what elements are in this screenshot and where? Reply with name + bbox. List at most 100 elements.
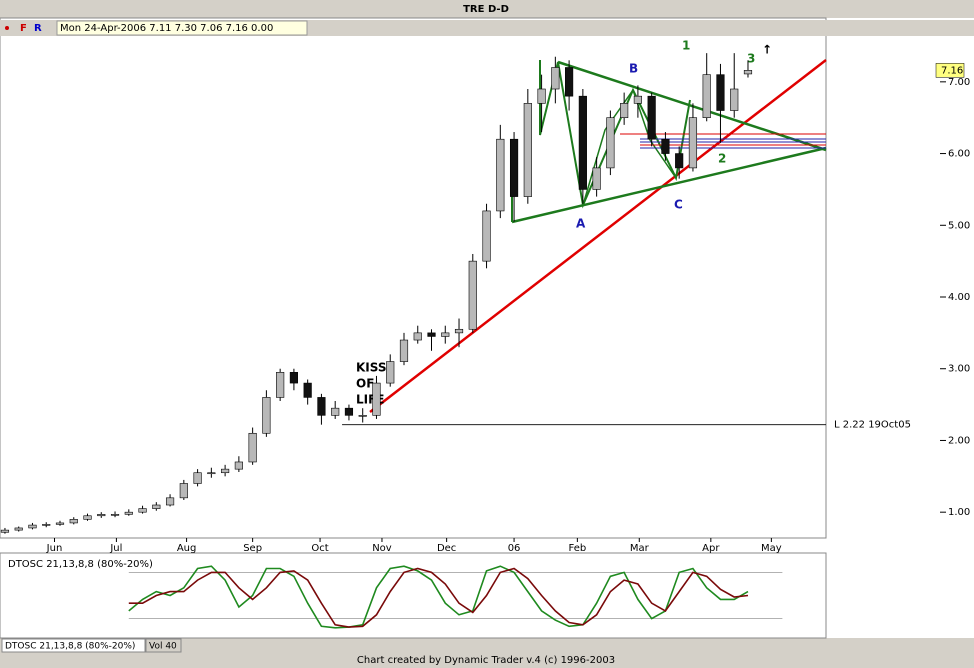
candle-body <box>743 70 753 75</box>
candle-body <box>276 372 285 398</box>
osc-frame <box>0 552 827 639</box>
annotation: ↑ <box>762 43 772 57</box>
quote-box <box>56 20 308 36</box>
x-tick-label: 06 <box>508 543 521 554</box>
last-price: 7.16 <box>941 65 963 76</box>
candle-body <box>83 515 92 520</box>
candle-body <box>523 103 532 197</box>
x-tick-label: Apr <box>702 543 720 554</box>
candle-body <box>468 260 477 330</box>
candle-body <box>578 95 587 190</box>
x-tick-label: Sep <box>243 543 262 554</box>
osc-title: DTOSC 21,13,8,8 (80%-20%) <box>8 559 153 570</box>
candle-body <box>165 497 175 506</box>
candle-body <box>509 138 519 197</box>
candle-body <box>97 514 106 517</box>
candle-body <box>482 210 491 262</box>
x-tick-label: Nov <box>372 543 392 554</box>
marker-f[interactable]: F <box>20 23 27 34</box>
annotation: 2 <box>718 152 726 166</box>
candle-body <box>207 472 216 475</box>
annotation: B <box>629 62 638 76</box>
x-tick-label: Jun <box>46 543 63 554</box>
candle-body <box>620 103 629 118</box>
tab-label[interactable]: Vol 40 <box>149 642 177 652</box>
candle-body <box>262 397 271 434</box>
candle-body <box>234 461 243 470</box>
annotation: KISS <box>356 361 387 375</box>
x-tick-label: Dec <box>437 543 456 554</box>
price-frame <box>0 17 827 539</box>
candle-body <box>138 508 147 513</box>
last-price-box <box>935 63 965 78</box>
candle-body <box>289 372 298 384</box>
candle-body <box>331 407 340 416</box>
y-tick-label: 5.00 <box>948 220 970 231</box>
candle-body <box>399 339 409 362</box>
footer: Chart created by Dynamic Trader v.4 (c) … <box>357 655 615 666</box>
candle-body <box>179 483 188 499</box>
y-tick-label: 6.00 <box>948 149 970 160</box>
candle-body <box>248 432 257 463</box>
candle-body <box>303 382 312 398</box>
candle-body <box>496 138 505 212</box>
candle-body <box>688 117 698 169</box>
x-tick-label: Feb <box>569 543 587 554</box>
annotation: A <box>576 217 586 231</box>
candle-body <box>730 88 739 111</box>
candle-body <box>716 74 725 111</box>
candle-body <box>565 67 574 97</box>
annotation: C <box>674 198 683 212</box>
candle-body <box>606 117 615 169</box>
annotation: 1 <box>682 39 690 53</box>
x-tick-label: Mar <box>630 543 650 554</box>
osc-line <box>128 565 749 629</box>
candle-body <box>28 524 37 529</box>
candle-body <box>702 74 711 118</box>
candle-body <box>537 88 546 104</box>
candle-body <box>372 382 381 416</box>
y-tick-label: 4.00 <box>948 292 970 303</box>
candle-body <box>42 524 51 526</box>
candle-body <box>317 397 326 416</box>
tab[interactable] <box>1 638 146 653</box>
candle-body <box>413 332 422 341</box>
candle-body <box>454 328 464 334</box>
dot <box>5 26 9 30</box>
candle-body <box>592 167 601 190</box>
candle-body <box>221 468 230 474</box>
chart-title: TRE D-D <box>463 4 509 15</box>
candle-body <box>124 511 133 515</box>
candle-body <box>661 138 670 154</box>
candle-body <box>441 332 450 337</box>
trend-line <box>369 59 827 413</box>
y-tick-label: 7.00 <box>948 77 970 88</box>
candle-body <box>551 67 560 90</box>
candle-body <box>55 522 65 525</box>
candle-body <box>14 527 23 531</box>
quote: Mon 24-Apr-2006 7.11 7.30 7.06 7.16 0.00 <box>60 23 273 34</box>
x-tick-label: Oct <box>311 543 328 554</box>
tab[interactable] <box>145 638 182 653</box>
osc-line <box>128 567 749 628</box>
annotation: 3 <box>747 52 755 66</box>
x-tick-label: Jul <box>109 543 122 554</box>
candle-body <box>193 472 202 484</box>
tab-label[interactable]: DTOSC 21,13,8,8 (80%-20%) <box>5 642 135 652</box>
candle-body <box>647 95 656 140</box>
candle-body <box>358 415 367 417</box>
chart-bg <box>0 18 974 638</box>
triangle-lower <box>511 146 827 224</box>
candle-body <box>675 153 684 169</box>
y-tick-label: 1.00 <box>948 507 970 518</box>
x-tick-label: May <box>761 543 782 554</box>
y-tick-label: 2.00 <box>948 435 970 446</box>
candle-body <box>427 332 436 337</box>
marker-r[interactable]: R <box>34 23 42 34</box>
triangle-upper <box>557 60 827 152</box>
candle-body <box>633 95 642 104</box>
annotation: OF <box>356 377 374 391</box>
candle-body <box>110 514 120 516</box>
level-label: L 2.22 19Oct05 <box>834 420 911 431</box>
